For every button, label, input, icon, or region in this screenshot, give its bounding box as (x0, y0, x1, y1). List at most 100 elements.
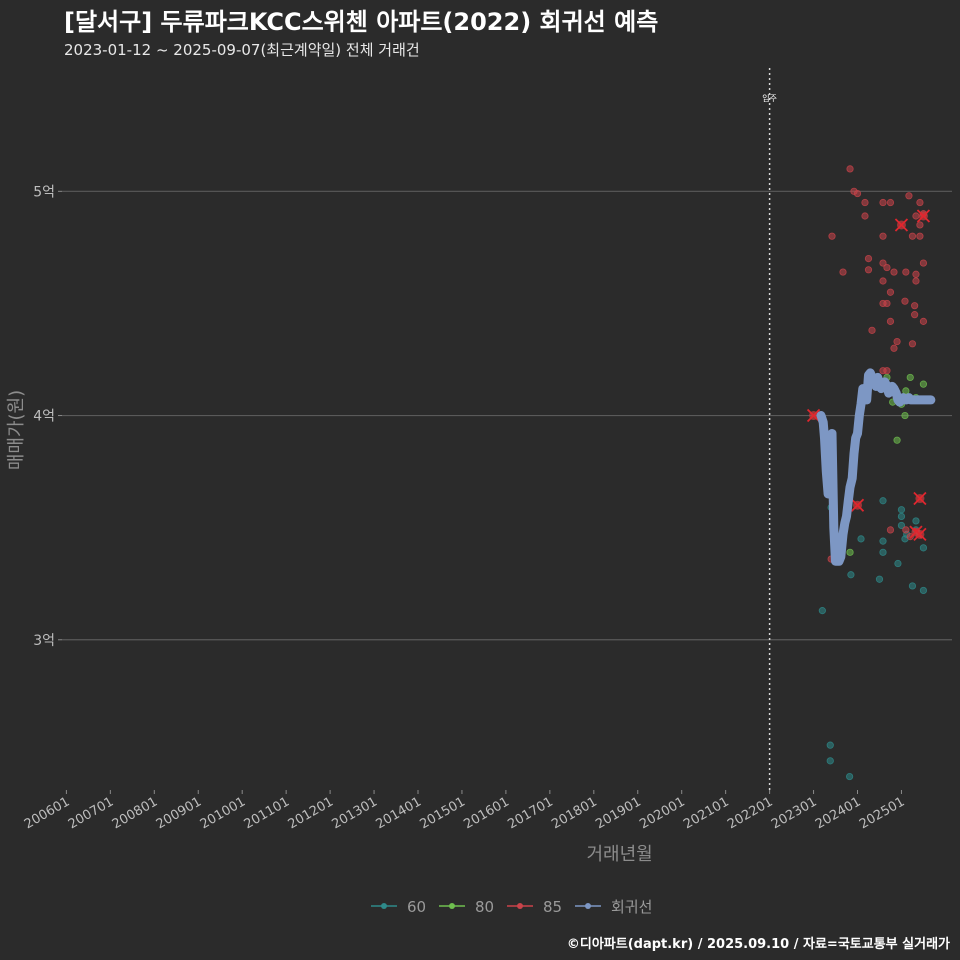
data-point-85 (886, 317, 895, 325)
data-point-60 (845, 772, 854, 781)
data-point-85 (908, 232, 917, 240)
data-point-85 (911, 311, 919, 319)
data-point-85 (883, 299, 891, 308)
data-point-80 (906, 373, 914, 382)
x-tick-label: 200901 (154, 794, 204, 832)
y-tick-label: 4억 (33, 409, 55, 425)
legend-label-1: 60 (407, 898, 426, 916)
data-point-85 (828, 232, 836, 240)
data-point-85 (886, 526, 895, 534)
data-point-80 (846, 548, 854, 556)
data-point-85 (853, 189, 862, 198)
highlight-cross (850, 498, 865, 512)
data-point-60 (919, 544, 928, 552)
data-point-85 (890, 344, 898, 352)
data-point-60 (897, 521, 906, 530)
highlight-cross (913, 491, 927, 506)
regression-line (816, 368, 936, 566)
data-point-60 (897, 506, 906, 514)
data-point-85 (919, 259, 928, 267)
highlight-cross (913, 527, 927, 542)
data-point-85 (879, 259, 887, 267)
data-point-60 (879, 548, 887, 556)
data-point-60 (879, 537, 887, 545)
data-point-85 (905, 192, 913, 200)
data-point-60 (879, 497, 887, 505)
data-point-85 (864, 266, 873, 274)
data-point-85 (919, 317, 928, 325)
x-tick-label: 202301 (769, 794, 819, 832)
data-point-60 (919, 586, 928, 595)
x-tick-label: 202101 (681, 794, 731, 832)
legend-key-dot (381, 903, 387, 909)
legend-key-dot (517, 903, 523, 909)
data-point-85 (868, 326, 876, 334)
data-point-80 (893, 436, 901, 444)
data-point-85 (886, 198, 895, 207)
data-point-85 (861, 212, 869, 220)
highlight-cross (894, 218, 909, 232)
data-point-85 (883, 263, 891, 272)
x-tick-label: 202001 (637, 794, 687, 832)
x-tick-label: 200601 (22, 794, 72, 832)
data-point-60 (826, 757, 834, 765)
data-point-85 (886, 288, 895, 296)
x-tick-label: 202401 (813, 794, 863, 832)
data-point-85 (879, 198, 887, 207)
data-point-85 (846, 165, 854, 173)
y-tick-label: 5억 (33, 184, 55, 200)
data-point-85 (911, 302, 919, 310)
chart-subtitle: 2023-01-12 ~ 2025-09-07(최근계약일) 전체 거래건 (64, 41, 420, 59)
data-point-85 (912, 270, 920, 278)
x-tick-label: 200801 (110, 794, 160, 832)
data-point-60 (847, 571, 855, 579)
x-tick-label: 201101 (242, 794, 292, 832)
footer-credit: ©디아파트(dapt.kr) / 2025.09.10 / 자료=국토교통부 실… (567, 936, 950, 952)
highlight-cross (916, 209, 931, 223)
x-tick-label: 201801 (549, 794, 599, 832)
legend-label-3: 85 (543, 898, 562, 916)
x-tick-label: 201401 (374, 794, 424, 832)
data-point-85 (916, 232, 924, 240)
x-tick-label: 201001 (198, 794, 248, 832)
legend-label-2: 80 (475, 898, 494, 916)
legend-label-4: 회귀선 (611, 898, 652, 916)
data-point-60 (894, 559, 902, 568)
data-point-60 (912, 517, 920, 525)
x-axis-title: 거래년월 (586, 844, 652, 865)
legend-key-dot (449, 903, 455, 909)
highlight-cross (806, 408, 821, 423)
data-point-85 (839, 268, 847, 276)
y-axis-title: 매매가(원) (6, 390, 27, 470)
data-point-60 (826, 741, 834, 749)
x-tick-label: 201301 (330, 794, 380, 832)
data-point-85 (864, 254, 873, 263)
x-tick-label: 201501 (417, 794, 467, 832)
y-tick-label: 3억 (33, 633, 55, 649)
x-tick-label: 200701 (66, 794, 116, 832)
data-point-85 (902, 526, 910, 534)
data-point-60 (897, 512, 906, 521)
data-point-85 (883, 367, 891, 375)
data-point-85 (902, 268, 910, 276)
chart-title: [달서구] 두류파크KCC스위첸 아파트(2022) 회귀선 예측 (64, 8, 658, 36)
data-point-85 (901, 297, 909, 305)
move-in-label: 입주 (762, 94, 777, 103)
data-point-60 (875, 575, 884, 583)
x-tick-label: 201701 (505, 794, 555, 832)
data-point-85 (916, 221, 924, 229)
x-tick-label: 201901 (593, 794, 643, 832)
data-point-85 (890, 268, 898, 276)
data-point-85 (893, 337, 901, 346)
legend-key-dot (585, 903, 591, 909)
data-point-85 (879, 232, 887, 240)
data-point-60 (908, 582, 917, 590)
data-point-85 (912, 212, 920, 220)
data-point-60 (818, 607, 826, 615)
data-point-80 (919, 380, 928, 388)
data-point-85 (908, 340, 917, 348)
x-tick-label: 202201 (725, 794, 775, 832)
data-point-85 (916, 198, 924, 207)
data-point-85 (861, 198, 869, 207)
